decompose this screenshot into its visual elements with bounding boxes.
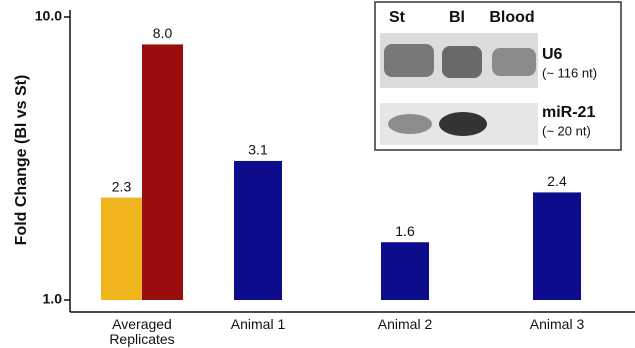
- bar: [142, 44, 183, 300]
- value-label: 1.6: [395, 223, 415, 239]
- band: [388, 114, 432, 134]
- band: [492, 48, 536, 76]
- band-size: (~ 116 nt): [542, 65, 597, 80]
- bar: [381, 242, 429, 300]
- y-tick-label: 1.0: [43, 291, 63, 307]
- value-label: 3.1: [248, 142, 268, 158]
- value-label: 8.0: [153, 25, 173, 41]
- band-label: U6: [542, 46, 563, 63]
- band: [439, 112, 487, 136]
- value-label: 2.3: [112, 178, 132, 194]
- bar: [101, 198, 142, 300]
- lane-label: Bl: [449, 9, 465, 26]
- value-label: 2.4: [547, 173, 567, 189]
- chart-svg: Fold Change (Bl vs St) 1.0 10.0 2.3 8.0 3.1 1…: [0, 0, 635, 348]
- y-axis-label: Fold Change (Bl vs St): [13, 75, 30, 246]
- band-label: miR-21: [542, 104, 595, 121]
- x-tick-label: Animal 3: [492, 317, 622, 332]
- band: [442, 46, 482, 78]
- band-size: (~ 20 nt): [542, 123, 591, 138]
- chart: Fold Change (Bl vs St) 1.0 10.0 2.3 8.0 3.1 1…: [0, 0, 635, 348]
- bar: [533, 192, 581, 300]
- x-tick-label: Animal 2: [340, 317, 470, 332]
- lane-label: Blood: [489, 9, 534, 26]
- x-tick-label: Averaged Replicates: [92, 317, 192, 347]
- bar: [234, 161, 282, 300]
- x-tick-label: Animal 1: [193, 317, 323, 332]
- y-tick-label: 10.0: [35, 8, 62, 24]
- band: [384, 44, 434, 77]
- lane-label: St: [389, 9, 406, 26]
